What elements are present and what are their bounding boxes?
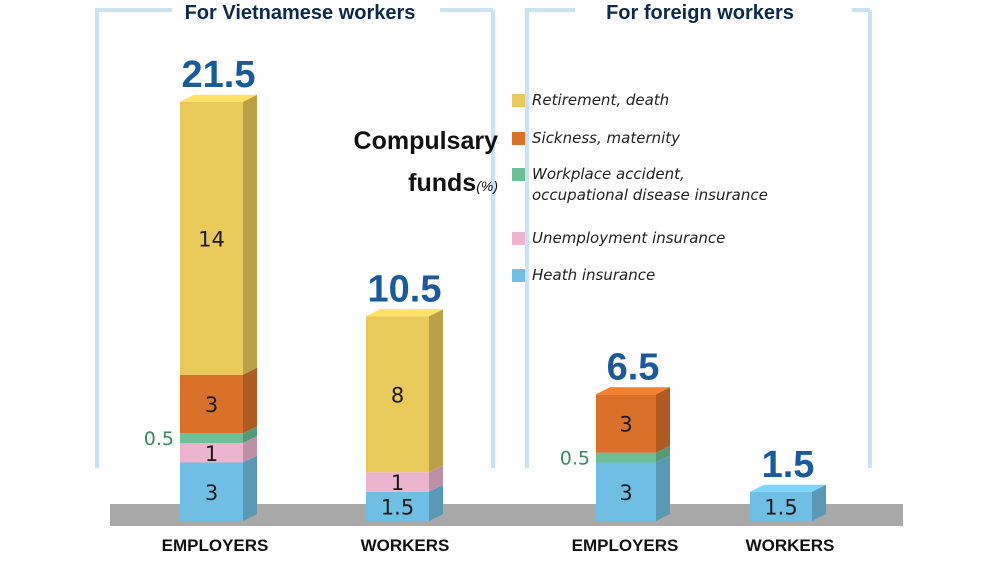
legend-item-health: Heath insurance (512, 265, 655, 286)
bar-segment-employers-vietnamese-workplace-accident-occupational-disease-insurance (180, 433, 243, 443)
legend-label-sickness: Sickness, maternity (532, 129, 681, 147)
chart-floor (110, 504, 903, 526)
legend-label-health: Heath insurance (532, 266, 656, 284)
bar-side-employers-vietnamese-unemployment-insurance (243, 436, 257, 463)
bar-side-workers-vietnamese-heath-insurance (429, 484, 443, 521)
total-label-workers-foreign: 1.5 (762, 444, 815, 486)
category-label-workers-foreign: WORKERS (745, 536, 835, 555)
total-label-employers-foreign: 6.5 (607, 346, 660, 388)
category-label-employers-vietnamese: EMPLOYERS (161, 536, 269, 555)
bar-side-employers-vietnamese-heath-insurance (243, 455, 257, 521)
bar-segment-employers-vietnamese-retirement-death (180, 101, 243, 375)
segment-label-employers-vietnamese-retirement-death: 14 (198, 227, 225, 251)
bar-segment-employers-vietnamese-heath-insurance (180, 462, 243, 521)
bar-segment-workers-foreign-heath-insurance (750, 491, 812, 521)
segment-label-workers-vietnamese-retirement-death: 8 (391, 383, 404, 407)
bar-top-employers-vietnamese (180, 94, 257, 102)
chart-subtitle-text: funds (408, 169, 477, 197)
bar-segment-employers-foreign-sickness-maternity (596, 394, 656, 453)
bar-side-employers-foreign-heath-insurance (656, 455, 670, 521)
bar-segment-workers-vietnamese-unemployment-insurance (366, 472, 429, 492)
bar-side-employers-foreign-sickness-maternity (656, 387, 670, 453)
legend-item-retirement: Retirement, death (512, 90, 669, 111)
legend-item-unemployment: Unemployment insurance (512, 228, 725, 249)
legend-label-workplace-accident: Workplace accident, occupational disease… (532, 165, 768, 204)
total-label-workers-vietnamese: 10.5 (368, 268, 442, 310)
bar-top-workers-vietnamese (366, 309, 443, 317)
bar-segment-employers-vietnamese-unemployment-insurance (180, 443, 243, 463)
legend-swatch-retirement (512, 94, 525, 107)
bar-side-employers-foreign-workplace-accident-occupational-disease-insurance (656, 445, 670, 463)
legend-swatch-sickness (512, 132, 525, 145)
legend-swatch-health (512, 269, 525, 282)
legend-label-unemployment: Unemployment insurance (532, 229, 726, 247)
legend-item-sickness: Sickness, maternity (512, 128, 680, 149)
category-label-employers-foreign: EMPLOYERS (571, 536, 679, 555)
bar-side-workers-vietnamese-retirement-death (429, 309, 443, 473)
bar-segment-employers-foreign-workplace-accident-occupational-disease-insurance (596, 452, 656, 463)
bar-top-employers-foreign (596, 387, 670, 395)
bar-top-workers-foreign (750, 484, 826, 492)
legend-swatch-unemployment (512, 232, 525, 245)
bar-side-workers-foreign-heath-insurance (812, 484, 826, 521)
category-label-workers-vietnamese: WORKERS (360, 536, 450, 555)
segment-label-workers-vietnamese-unemployment-insurance: 1 (391, 471, 404, 495)
bar-side-employers-vietnamese-retirement-death (243, 94, 257, 375)
bar-segment-employers-vietnamese-sickness-maternity (180, 374, 243, 434)
group-title-foreign: For foreign workers (606, 2, 794, 24)
segment-label-employers-vietnamese-sickness-maternity: 3 (205, 393, 218, 417)
bar-segment-employers-foreign-heath-insurance (596, 462, 656, 521)
legend-item-workplace-accident: Workplace accident, occupational disease… (512, 164, 768, 206)
segment-label-employers-vietnamese-heath-insurance: 3 (205, 481, 218, 505)
bar-segment-workers-vietnamese-heath-insurance (366, 491, 429, 521)
bar-side-employers-vietnamese-sickness-maternity (243, 367, 257, 434)
bar-side-workers-vietnamese-unemployment-insurance (429, 465, 443, 492)
chart-unit: (%) (476, 178, 498, 194)
legend-swatch-workplace-accident (512, 168, 525, 181)
segment-label-employers-foreign-workplace-accident-occupational-disease-insurance: 0.5 (560, 448, 590, 470)
segment-label-employers-vietnamese-unemployment-insurance: 1 (205, 442, 218, 466)
segment-label-workers-vietnamese-heath-insurance: 1.5 (381, 495, 414, 519)
chart-subtitle: funds(%) (300, 166, 498, 200)
legend-label-retirement: Retirement, death (532, 91, 670, 109)
segment-label-employers-foreign-sickness-maternity: 3 (619, 413, 632, 437)
segment-label-employers-foreign-heath-insurance: 3 (619, 481, 632, 505)
segment-label-employers-vietnamese-workplace-accident-occupational-disease-insurance: 0.5 (144, 428, 174, 450)
chart-title: Compulsary (353, 127, 498, 155)
total-label-employers-vietnamese: 21.5 (182, 54, 256, 96)
bar-side-employers-vietnamese-workplace-accident-occupational-disease-insurance (243, 426, 257, 443)
bar-segment-workers-vietnamese-retirement-death (366, 316, 429, 473)
group-title-vietnamese: For Vietnamese workers (184, 2, 416, 24)
segment-label-workers-foreign-heath-insurance: 1.5 (764, 495, 797, 519)
